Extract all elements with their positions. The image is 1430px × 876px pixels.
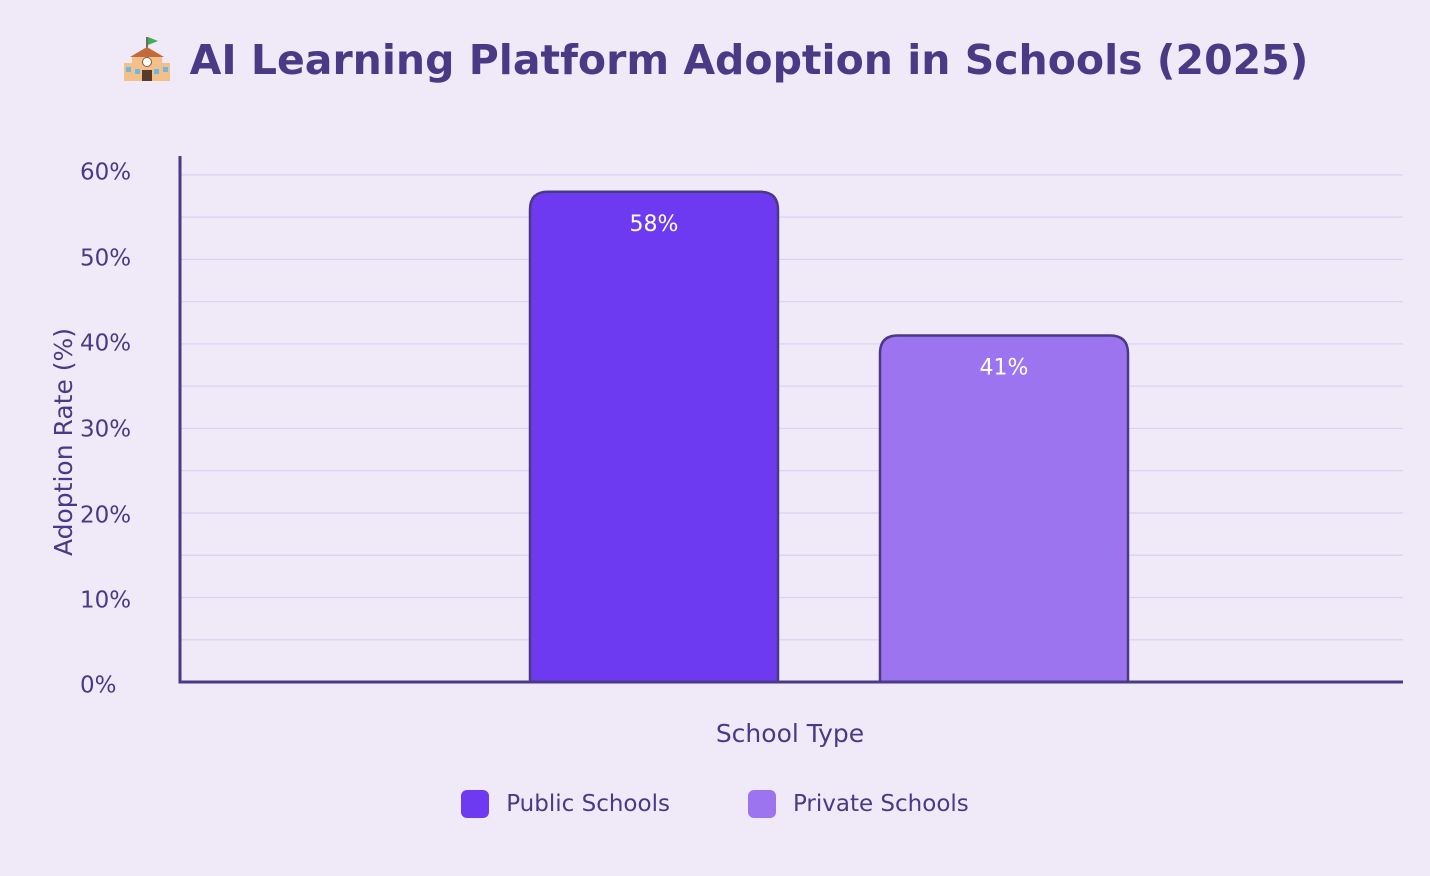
y-tick-label: 30% <box>80 417 131 443</box>
y-tick-label: 10% <box>80 588 131 614</box>
y-tick-label: 0% <box>80 673 117 699</box>
chart-title: AI Learning Platform Adoption in Schools… <box>0 30 1430 90</box>
y-tick-label: 60% <box>80 160 131 186</box>
legend-label-private: Private Schools <box>792 791 969 817</box>
chart-title-text: AI Learning Platform Adoption in Schools… <box>189 36 1309 84</box>
bar-value-label: 58% <box>630 212 679 237</box>
legend-item-public[interactable]: Public Schools <box>461 790 670 818</box>
legend: Public Schools Private Schools <box>0 790 1430 818</box>
y-tick-label: 40% <box>80 331 131 357</box>
y-axis-label: Adoption Rate (%) <box>49 328 78 556</box>
bar-value-label: 41% <box>980 355 1029 380</box>
bar-private <box>878 334 1130 684</box>
legend-label-public: Public Schools <box>506 791 670 817</box>
x-axis-label: School Type <box>716 719 864 748</box>
y-tick-label: 20% <box>80 503 131 529</box>
bar-public <box>528 190 780 684</box>
legend-swatch-public <box>461 790 490 818</box>
legend-item-private[interactable]: Private Schools <box>747 790 969 818</box>
legend-swatch-private <box>747 790 776 818</box>
school-building-icon <box>122 35 172 85</box>
y-tick-label: 50% <box>80 246 131 272</box>
